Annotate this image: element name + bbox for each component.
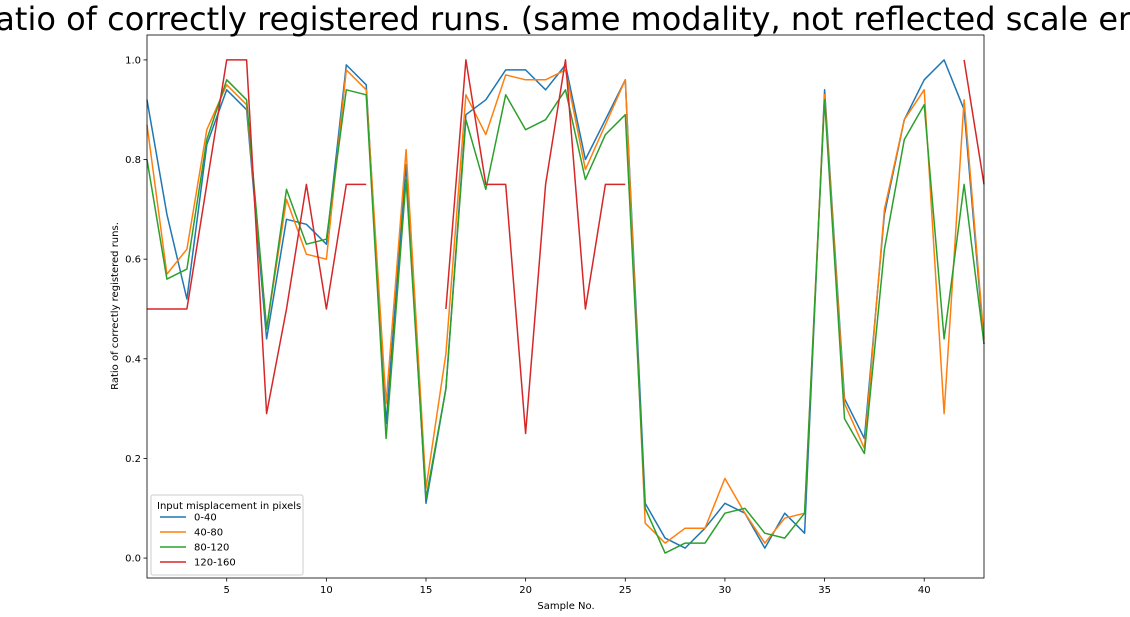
x-tick-label: 10 bbox=[320, 585, 333, 596]
y-tick-label: 1.0 bbox=[125, 55, 141, 66]
legend-label-40-80: 40-80 bbox=[194, 528, 223, 539]
y-axis-label: Ratio of correctly registered runs. bbox=[110, 222, 121, 390]
y-tick-label: 0.0 bbox=[125, 554, 141, 565]
y-tick-label: 0.6 bbox=[125, 255, 141, 266]
chart-title: Ratio of correctly registered runs. (sam… bbox=[0, 0, 1130, 38]
x-tick-label: 30 bbox=[719, 585, 732, 596]
axes-frame bbox=[146, 34, 985, 579]
y-tick-label: 0.4 bbox=[125, 354, 141, 365]
legend-label-0-40: 0-40 bbox=[194, 513, 217, 524]
legend-label-80-120: 80-120 bbox=[194, 543, 229, 554]
series-line-120-160 bbox=[147, 59, 985, 435]
series-line-40-80 bbox=[146, 69, 985, 544]
x-tick-label: 25 bbox=[619, 585, 632, 596]
legend-frame bbox=[150, 494, 304, 576]
x-tick-label: 20 bbox=[519, 585, 532, 596]
axis-ticks: 5 10 15 20 25 30 35 40 0.0 0.2 0.4 0.6 0.8 1.0 bbox=[125, 34, 985, 596]
y-tick-label: 0.2 bbox=[125, 454, 141, 465]
x-tick-label: 40 bbox=[918, 585, 931, 596]
series-line-0-40 bbox=[146, 59, 985, 549]
x-tick-label: 5 bbox=[224, 585, 230, 596]
legend-label-120-160: 120-160 bbox=[194, 558, 236, 569]
y-tick-label: 0.8 bbox=[125, 155, 141, 166]
series-line-80-120 bbox=[146, 79, 985, 554]
legend-title: Input misplacement in pixels bbox=[157, 501, 301, 512]
plot-area bbox=[146, 59, 985, 554]
legend: Input misplacement in pixels 0-40 40-80 80… bbox=[150, 494, 304, 576]
x-axis-label: Sample No. bbox=[537, 601, 594, 612]
x-tick-label: 15 bbox=[420, 585, 433, 596]
x-tick-label: 35 bbox=[818, 585, 831, 596]
